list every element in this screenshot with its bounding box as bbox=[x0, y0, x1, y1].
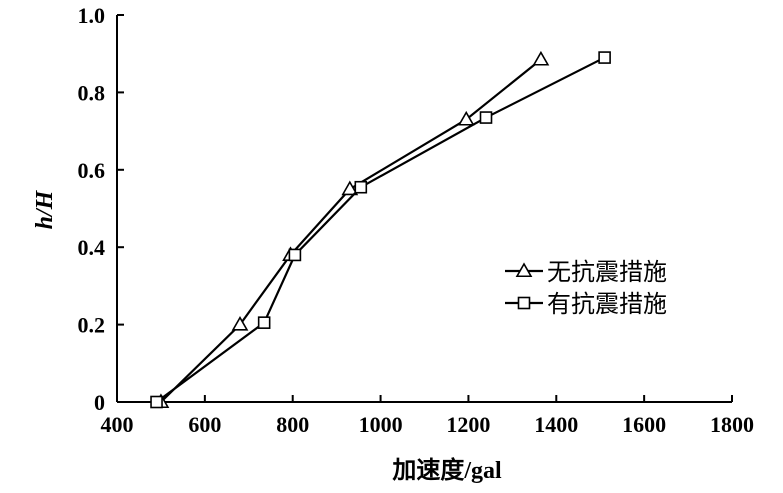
data-point-triangle bbox=[457, 110, 475, 126]
y-tick-label: 0 bbox=[94, 390, 105, 415]
y-axis-title: h/H bbox=[32, 189, 58, 229]
legend-marker bbox=[517, 296, 531, 310]
y-tick-label: 0.2 bbox=[78, 313, 106, 338]
x-tick-label: 400 bbox=[101, 412, 134, 437]
x-tick-label: 1000 bbox=[359, 412, 403, 437]
series-line bbox=[155, 56, 606, 403]
y-tick-label: 0.8 bbox=[78, 80, 106, 105]
x-tick-label: 1400 bbox=[534, 412, 578, 437]
legend-item-1: 无抗震措施 bbox=[505, 258, 667, 286]
data-point-square bbox=[257, 316, 271, 329]
series-2 bbox=[150, 51, 611, 409]
x-tick-label: 600 bbox=[188, 412, 221, 437]
y-tick-label: 1.0 bbox=[78, 3, 106, 28]
data-point-square bbox=[288, 248, 302, 262]
series-line bbox=[160, 58, 542, 403]
legend-label: 有抗震措施 bbox=[547, 290, 667, 318]
legend-item-2: 有抗震措施 bbox=[505, 290, 667, 318]
data-point-square bbox=[479, 111, 493, 124]
legend-marker bbox=[515, 262, 533, 278]
series-1 bbox=[152, 50, 550, 409]
x-axis-title: 加速度/gal bbox=[392, 456, 502, 484]
y-tick-label: 0.4 bbox=[78, 235, 106, 260]
x-tick-label: 800 bbox=[276, 412, 309, 437]
legend-label: 无抗震措施 bbox=[547, 258, 667, 286]
data-point-square bbox=[354, 180, 368, 194]
data-point-triangle bbox=[231, 315, 249, 331]
x-tick-label: 1800 bbox=[710, 412, 754, 437]
x-tick-label: 1600 bbox=[622, 412, 666, 437]
data-point-square bbox=[598, 51, 611, 64]
plot-area: 400 600 800 1000 1200 1400 1600 1800 0 0.2 0.4 0.6 0… bbox=[78, 3, 755, 437]
x-tick-label: 1200 bbox=[446, 412, 490, 437]
data-point-triangle bbox=[341, 180, 359, 196]
y-tick-label: 0.6 bbox=[78, 158, 106, 183]
data-point-triangle bbox=[532, 50, 550, 66]
data-point-square bbox=[150, 395, 163, 409]
